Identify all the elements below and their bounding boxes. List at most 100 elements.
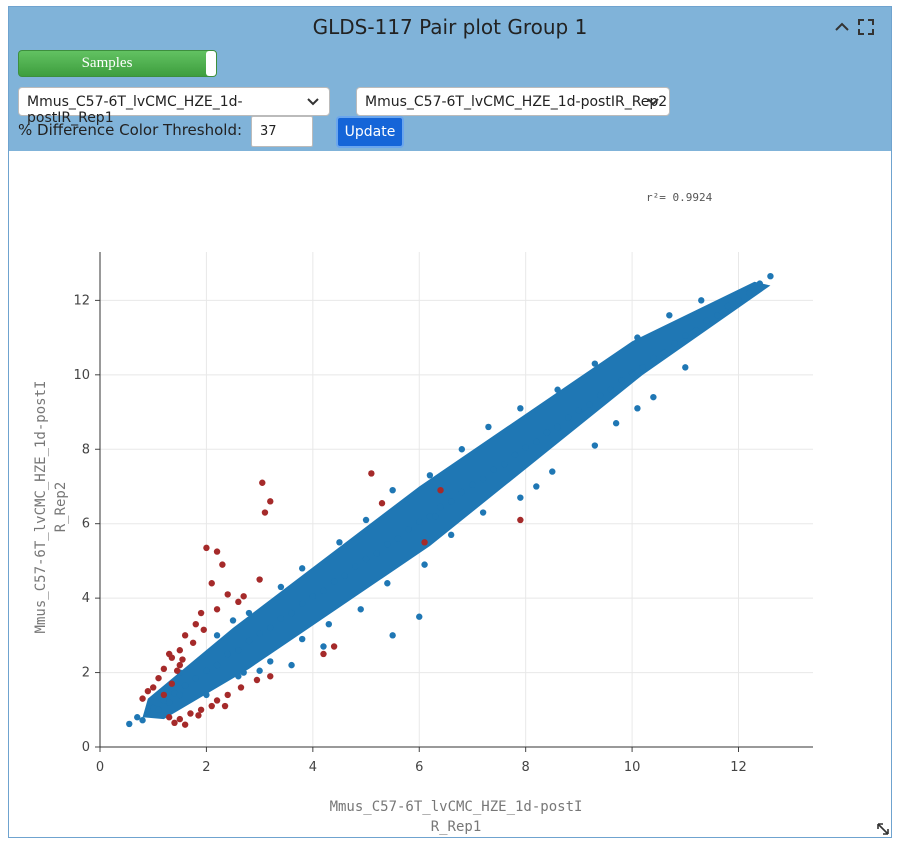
data-point <box>421 561 428 568</box>
data-point <box>660 349 668 356</box>
y-tick-label: 2 <box>82 666 90 681</box>
data-point <box>373 550 380 557</box>
data-point <box>256 630 263 637</box>
data-point <box>362 555 370 563</box>
data-point <box>522 444 529 451</box>
data-point <box>501 460 508 468</box>
data-point <box>197 706 205 713</box>
data-point <box>517 494 524 501</box>
data-point <box>213 632 221 639</box>
data-point <box>479 475 487 483</box>
data-point <box>277 615 285 622</box>
data-point <box>134 714 141 721</box>
data-point <box>208 580 215 587</box>
data-point <box>298 565 306 572</box>
sample-y-value: Mmus_C57-6T_lvCMC_HZE_1d-postIR_Rep2 <box>365 94 668 110</box>
data-point <box>554 386 561 393</box>
data-point <box>320 643 327 650</box>
data-point <box>447 531 455 539</box>
data-point <box>628 369 636 377</box>
data-point <box>511 451 519 459</box>
data-point <box>698 297 705 304</box>
samples-toggle-label: Samples <box>81 55 133 71</box>
data-point <box>666 312 673 319</box>
data-point <box>394 535 402 542</box>
data-point <box>432 513 439 520</box>
y-tick-label: 12 <box>73 293 90 308</box>
data-point <box>261 509 269 516</box>
data-point <box>714 312 721 319</box>
pair-scatter-plot: 0 2 4 6 8 10 12 0 2 4 6 8 10 12 r²= 0.9924 Mmus_C57-6T… <box>33 191 813 835</box>
data-point <box>384 540 391 548</box>
threshold-label: % Difference Color Threshold: <box>18 121 243 139</box>
data-point <box>756 280 763 287</box>
pair-plot-panel: GLDS-117 Pair plot Group 1 Samples Mmus_… <box>8 6 892 838</box>
data-point <box>165 699 173 706</box>
sample-x-select[interactable]: Mmus_C57-6T_lvCMC_HZE_1d-postIR_Rep1 <box>18 87 330 126</box>
data-point <box>650 354 657 362</box>
grid-lines <box>100 252 813 747</box>
data-point <box>192 620 199 628</box>
data-point <box>171 719 178 727</box>
data-point <box>416 613 423 620</box>
x-tick-label: 4 <box>309 760 317 775</box>
data-point <box>682 332 689 339</box>
data-point <box>533 438 540 446</box>
x-tick-label: 8 <box>522 760 530 775</box>
data-point <box>639 364 646 371</box>
threshold-input[interactable] <box>251 116 313 147</box>
x-tick-label: 12 <box>730 760 747 775</box>
data-point <box>469 481 476 488</box>
data-point <box>607 386 615 393</box>
data-point <box>160 691 168 699</box>
expand-icon[interactable] <box>857 18 875 36</box>
data-point <box>237 684 245 691</box>
data-point <box>240 669 247 676</box>
data-point <box>155 674 162 682</box>
data-point <box>437 503 444 511</box>
update-button[interactable]: Update <box>336 116 404 148</box>
data-point <box>256 667 263 674</box>
data-point <box>197 609 205 617</box>
data-point <box>586 401 593 408</box>
data-point <box>288 661 295 669</box>
data-point <box>357 606 364 613</box>
axis-labels: r²= 0.9924 Mmus_C57-6T_lvCMC_HZE_1d-postI… <box>33 191 713 835</box>
data-point <box>650 393 657 401</box>
data-point <box>618 377 625 384</box>
data-point <box>181 721 189 728</box>
data-point <box>405 526 412 533</box>
data-point <box>421 539 428 546</box>
data-point <box>362 516 370 524</box>
data-point <box>671 339 678 347</box>
data-point <box>426 513 434 520</box>
data-point <box>384 580 391 587</box>
data-point <box>213 548 221 555</box>
data-point <box>575 406 583 414</box>
sample-y-select[interactable]: Mmus_C57-6T_lvCMC_HZE_1d-postIR_Rep2 <box>356 87 670 116</box>
data-point <box>479 509 487 516</box>
data-point <box>259 479 266 486</box>
data-point <box>160 665 168 673</box>
data-point <box>208 702 215 710</box>
data-point <box>533 483 540 490</box>
data-point <box>176 647 184 654</box>
data-point <box>176 691 184 699</box>
chevron-down-icon <box>647 98 659 106</box>
axes: 0 2 4 6 8 10 12 0 2 4 6 8 10 12 <box>73 252 813 775</box>
data-point <box>320 650 327 658</box>
data-point <box>267 498 274 505</box>
panel-header: GLDS-117 Pair plot Group 1 Samples Mmus_… <box>9 7 891 151</box>
data-point <box>336 539 343 546</box>
data-point <box>267 624 274 632</box>
data-point <box>341 572 348 579</box>
samples-toggle[interactable]: Samples <box>18 50 217 77</box>
data-point <box>144 687 152 695</box>
data-point <box>735 297 742 304</box>
resize-icon[interactable] <box>875 821 891 837</box>
data-point <box>745 289 753 297</box>
chevron-up-icon[interactable] <box>833 18 851 36</box>
chevron-down-icon <box>307 98 319 106</box>
data-point <box>219 561 226 568</box>
data-point <box>235 673 242 680</box>
